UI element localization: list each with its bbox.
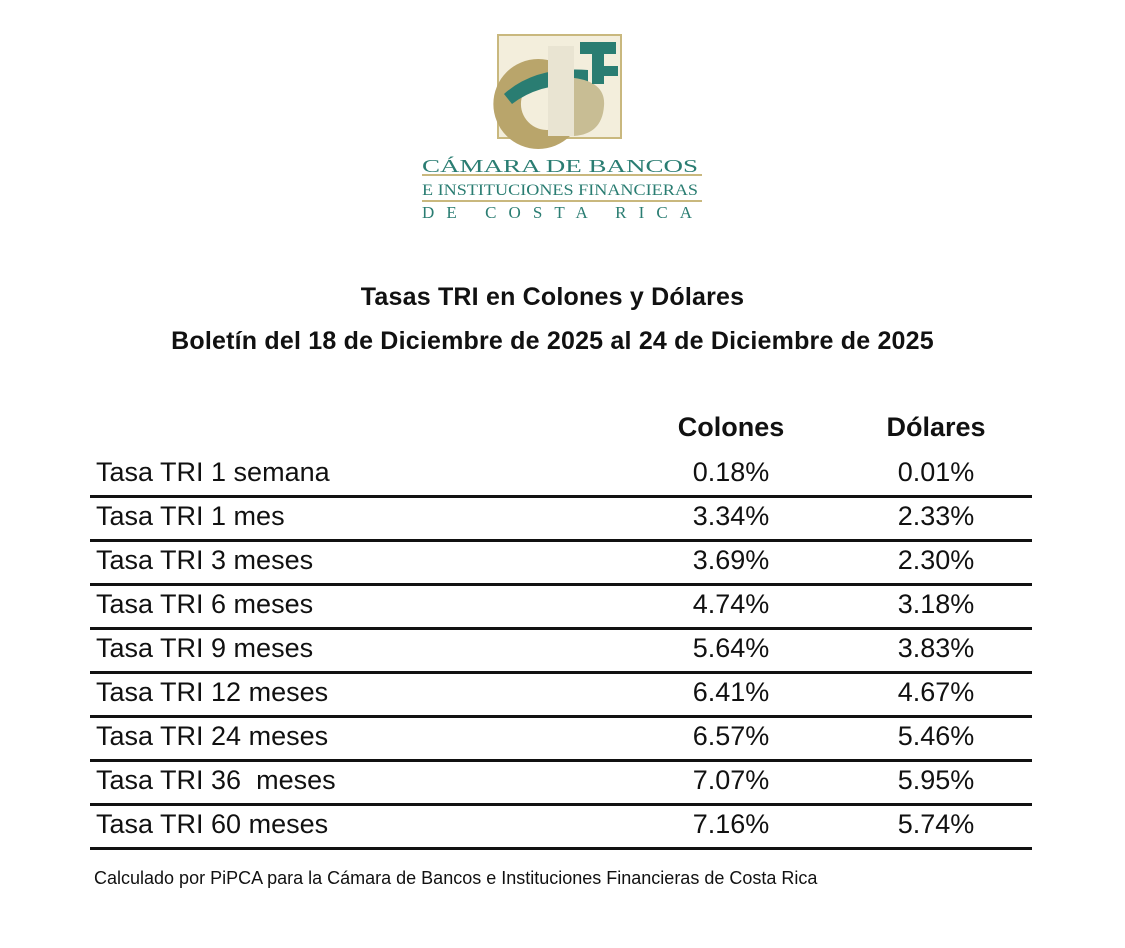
colones-value: 7.07% xyxy=(692,765,770,795)
dolares-value: 4.67% xyxy=(897,677,975,707)
row-label: Tasa TRI 9 meses xyxy=(96,633,314,663)
table-row: Tasa TRI 24 meses 6.57% 5.46% xyxy=(90,718,1032,762)
row-label: Tasa TRI 12 meses xyxy=(96,677,329,707)
colones-value: 6.57% xyxy=(692,721,770,751)
rates-table: Colones Dólares Tasa TRI 1 semana 0.18% … xyxy=(90,408,1032,850)
table-row: Tasa TRI 36 meses 7.07% 5.95% xyxy=(90,762,1032,806)
footnote: Calculado por PiPCA para la Cámara de Ba… xyxy=(94,868,818,888)
row-label: Tasa TRI 36 meses xyxy=(96,765,336,795)
dolares-value: 3.83% xyxy=(897,633,975,663)
table-row: Tasa TRI 1 mes 3.34% 2.33% xyxy=(90,498,1032,542)
table-row: Tasa TRI 60 meses 7.16% 5.74% xyxy=(90,806,1032,850)
colones-value: 4.74% xyxy=(692,589,770,619)
dolares-value: 2.30% xyxy=(897,545,975,575)
colones-value: 7.16% xyxy=(692,809,770,839)
table-row: Tasa TRI 6 meses 4.74% 3.18% xyxy=(90,586,1032,630)
row-label: Tasa TRI 1 mes xyxy=(96,501,285,531)
dolares-value: 0.01% xyxy=(897,457,975,487)
logo-line-3: DE COSTA RICA xyxy=(422,203,698,222)
row-label: Tasa TRI 60 meses xyxy=(96,809,329,839)
row-label: Tasa TRI 6 meses xyxy=(96,589,314,619)
logo-line-2: E INSTITUCIONES FINANCIERAS xyxy=(422,182,698,199)
colones-value: 3.69% xyxy=(692,545,770,575)
row-label: Tasa TRI 3 meses xyxy=(96,545,314,575)
page-subtitle: Boletín del 18 de Diciembre de 2025 al 2… xyxy=(171,327,934,355)
cbf-logo: CÁMARA DE BANCOS E INSTITUCIONES FINANCI… xyxy=(420,32,705,224)
dolares-value: 5.46% xyxy=(897,721,975,751)
dolares-value: 5.74% xyxy=(897,809,975,839)
page-title: Tasas TRI en Colones y Dólares xyxy=(360,283,745,311)
header-dolares: Dólares xyxy=(886,412,986,442)
table-row: Tasa TRI 12 meses 6.41% 4.67% xyxy=(90,674,1032,718)
table-row: Tasa TRI 3 meses 3.69% 2.30% xyxy=(90,542,1032,586)
dolares-value: 5.95% xyxy=(897,765,975,795)
table-row: Tasa TRI 1 semana 0.18% 0.01% xyxy=(90,454,1032,498)
table-header: Colones Dólares xyxy=(90,408,1032,454)
table-row: Tasa TRI 9 meses 5.64% 3.83% xyxy=(90,630,1032,674)
dolares-value: 2.33% xyxy=(897,501,975,531)
row-label: Tasa TRI 24 meses xyxy=(96,721,329,751)
colones-value: 6.41% xyxy=(692,677,770,707)
dolares-value: 3.18% xyxy=(897,589,975,619)
colones-value: 5.64% xyxy=(692,633,770,663)
colones-value: 0.18% xyxy=(692,457,770,487)
header-colones: Colones xyxy=(677,412,785,442)
row-label: Tasa TRI 1 semana xyxy=(96,457,330,487)
logo-line-1: CÁMARA DE BANCOS xyxy=(422,155,698,176)
colones-value: 3.34% xyxy=(692,501,770,531)
